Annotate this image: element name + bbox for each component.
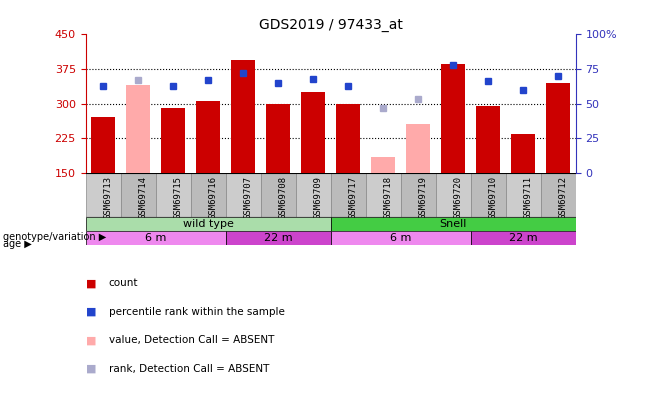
Bar <box>191 173 226 217</box>
Text: count: count <box>109 279 138 288</box>
Bar <box>226 231 330 245</box>
Text: GSM69707: GSM69707 <box>243 177 252 220</box>
Bar <box>371 157 395 173</box>
Bar <box>441 64 465 173</box>
Bar <box>91 117 115 173</box>
Bar <box>401 173 436 217</box>
Text: 22 m: 22 m <box>509 233 538 243</box>
Bar <box>231 60 255 173</box>
Bar <box>330 231 470 245</box>
Text: ■: ■ <box>86 307 96 317</box>
Text: 22 m: 22 m <box>264 233 292 243</box>
Bar <box>301 92 326 173</box>
Text: genotype/variation ▶: genotype/variation ▶ <box>3 232 107 242</box>
Text: GSM69708: GSM69708 <box>278 177 287 220</box>
Text: 6 m: 6 m <box>390 233 411 243</box>
Bar <box>86 217 330 231</box>
Text: percentile rank within the sample: percentile rank within the sample <box>109 307 284 317</box>
Bar <box>366 173 401 217</box>
Bar <box>261 173 295 217</box>
Bar <box>506 173 541 217</box>
Text: GSM69720: GSM69720 <box>453 177 462 220</box>
Text: ■: ■ <box>86 335 96 345</box>
Text: GSM69713: GSM69713 <box>103 177 112 220</box>
Text: wild type: wild type <box>183 219 234 229</box>
Bar <box>86 173 120 217</box>
Bar <box>161 108 186 173</box>
Text: GSM69714: GSM69714 <box>138 177 147 220</box>
Text: ■: ■ <box>86 279 96 288</box>
Text: GSM69719: GSM69719 <box>418 177 427 220</box>
Bar <box>155 173 191 217</box>
Bar <box>470 173 506 217</box>
Bar <box>541 173 576 217</box>
Text: GSM69710: GSM69710 <box>488 177 497 220</box>
Bar <box>436 173 470 217</box>
Bar <box>226 173 261 217</box>
Text: GSM69712: GSM69712 <box>558 177 567 220</box>
Title: GDS2019 / 97433_at: GDS2019 / 97433_at <box>259 18 403 32</box>
Text: age ▶: age ▶ <box>3 239 32 249</box>
Bar <box>470 231 576 245</box>
Text: rank, Detection Call = ABSENT: rank, Detection Call = ABSENT <box>109 364 269 373</box>
Text: Snell: Snell <box>440 219 467 229</box>
Bar <box>406 124 430 173</box>
Text: GSM69711: GSM69711 <box>523 177 532 220</box>
Bar <box>126 85 150 173</box>
Bar <box>86 231 226 245</box>
Bar <box>546 83 570 173</box>
Text: 6 m: 6 m <box>145 233 166 243</box>
Bar <box>266 104 290 173</box>
Bar <box>336 104 361 173</box>
Bar <box>511 134 536 173</box>
Bar <box>120 173 155 217</box>
Bar <box>330 217 576 231</box>
Bar <box>196 101 220 173</box>
Text: ■: ■ <box>86 364 96 373</box>
Text: GSM69715: GSM69715 <box>173 177 182 220</box>
Text: GSM69718: GSM69718 <box>383 177 392 220</box>
Bar <box>476 106 501 173</box>
Text: GSM69717: GSM69717 <box>348 177 357 220</box>
Text: value, Detection Call = ABSENT: value, Detection Call = ABSENT <box>109 335 274 345</box>
Text: GSM69709: GSM69709 <box>313 177 322 220</box>
Bar <box>330 173 366 217</box>
Bar <box>295 173 330 217</box>
Text: GSM69716: GSM69716 <box>208 177 217 220</box>
